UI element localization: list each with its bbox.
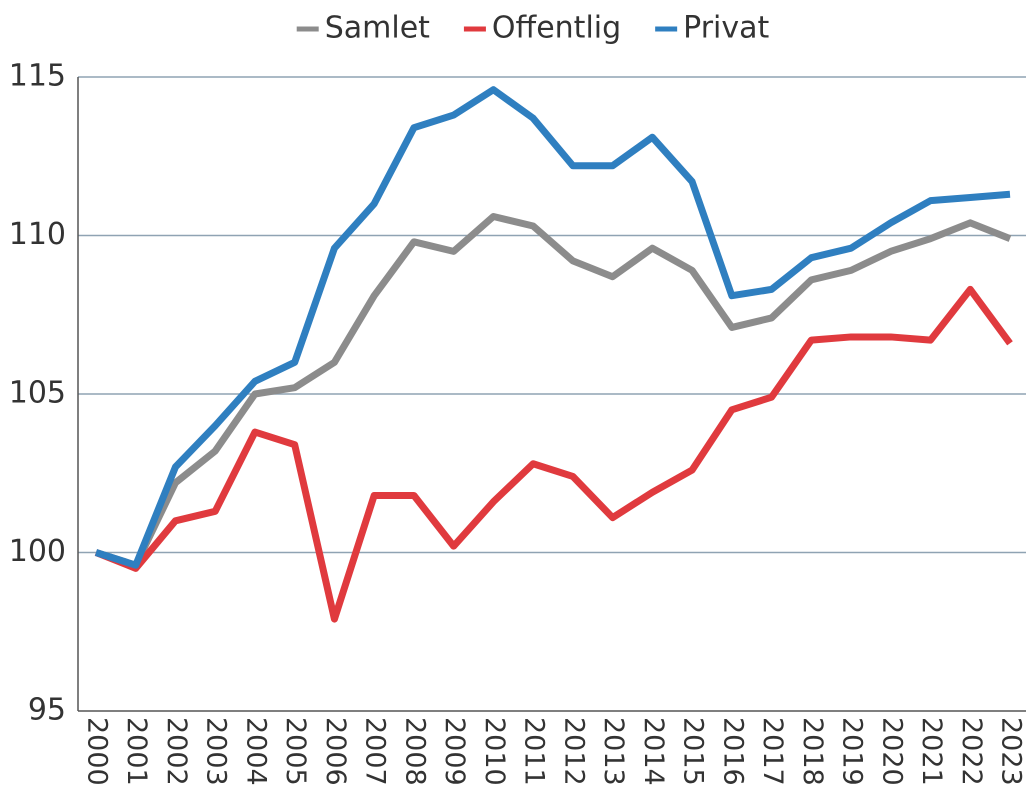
x-tick-label: 2016	[717, 717, 748, 786]
y-tick-label: 110	[9, 217, 66, 252]
x-tick-label: 2018	[797, 717, 828, 786]
x-tick-label: 2006	[320, 717, 351, 786]
x-tick-label: 2020	[876, 717, 907, 786]
x-tick-label: 2019	[837, 717, 868, 786]
x-tick-label: 2010	[479, 717, 510, 786]
y-tick-label: 100	[9, 534, 66, 569]
x-tick-label: 2002	[161, 717, 192, 786]
x-tick-label: 2014	[638, 717, 669, 786]
x-tick-label: 2001	[121, 717, 152, 786]
x-tick-label: 2015	[678, 717, 709, 786]
x-tick-label: 2022	[956, 717, 987, 786]
x-tick-label: 2003	[201, 717, 232, 786]
x-tick-label: 2017	[757, 717, 788, 786]
x-tick-label: 2008	[399, 717, 430, 786]
legend-label: Privat	[683, 11, 769, 46]
y-tick-label: 115	[9, 59, 66, 94]
x-tick-label: 2004	[240, 717, 271, 786]
x-tick-label: 2012	[558, 717, 589, 786]
x-tick-label: 2007	[360, 717, 391, 786]
series-line	[96, 289, 1010, 619]
x-tick-label: 2009	[439, 717, 470, 786]
x-tick-label: 2021	[916, 717, 947, 786]
legend-label: Samlet	[325, 11, 430, 46]
x-tick-label: 2000	[82, 717, 113, 786]
legend-label: Offentlig	[492, 11, 621, 46]
x-tick-label: 2011	[519, 717, 550, 786]
y-tick-label: 95	[28, 693, 66, 728]
x-tick-label: 2005	[280, 717, 311, 786]
series-line	[96, 216, 1010, 565]
series-line	[96, 90, 1010, 566]
x-tick-label: 2013	[598, 717, 629, 786]
x-tick-label: 2023	[996, 717, 1026, 786]
y-tick-label: 105	[9, 376, 66, 411]
